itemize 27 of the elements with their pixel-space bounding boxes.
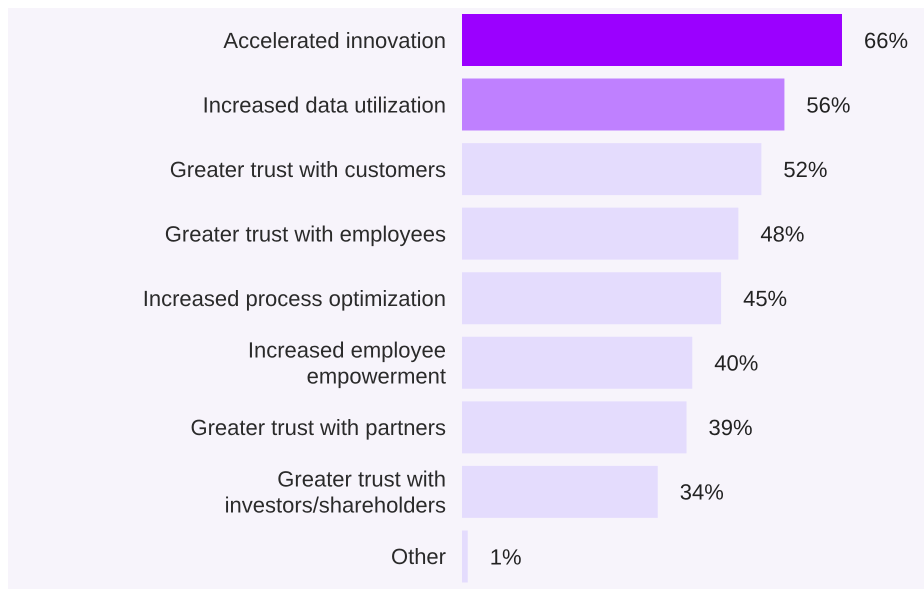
bar: [462, 272, 722, 324]
data-label: 45%: [743, 286, 788, 312]
y-tick-label: Increased data utilization: [202, 92, 446, 118]
bar: [462, 336, 692, 389]
y-tick-label: Greater trust with customers: [170, 156, 446, 182]
data-label: 40%: [714, 350, 758, 376]
bar: [462, 14, 842, 66]
y-tick-label: Increased employee empowerment: [248, 338, 446, 389]
bar: [462, 401, 687, 454]
data-label: 66%: [864, 28, 908, 53]
bar: [462, 208, 738, 260]
y-tick-label: Greater trust with investors/shareholders: [224, 466, 446, 518]
data-label: 1%: [490, 544, 522, 570]
y-tick-label: Accelerated innovation: [223, 28, 446, 53]
data-label: 48%: [760, 221, 804, 246]
bar: [462, 143, 762, 196]
data-label: 39%: [708, 415, 753, 440]
y-tick-label: Greater trust with partners: [190, 415, 446, 440]
data-label: 52%: [783, 156, 828, 182]
bar: [462, 466, 658, 518]
data-label: 56%: [806, 92, 850, 118]
y-tick-label: Increased process optimization: [142, 286, 446, 311]
bar: [462, 530, 468, 582]
y-tick-label: Other: [390, 544, 446, 570]
bar: [462, 78, 784, 131]
y-tick-label: Greater trust with employees: [164, 221, 446, 246]
data-label: 34%: [680, 480, 724, 505]
